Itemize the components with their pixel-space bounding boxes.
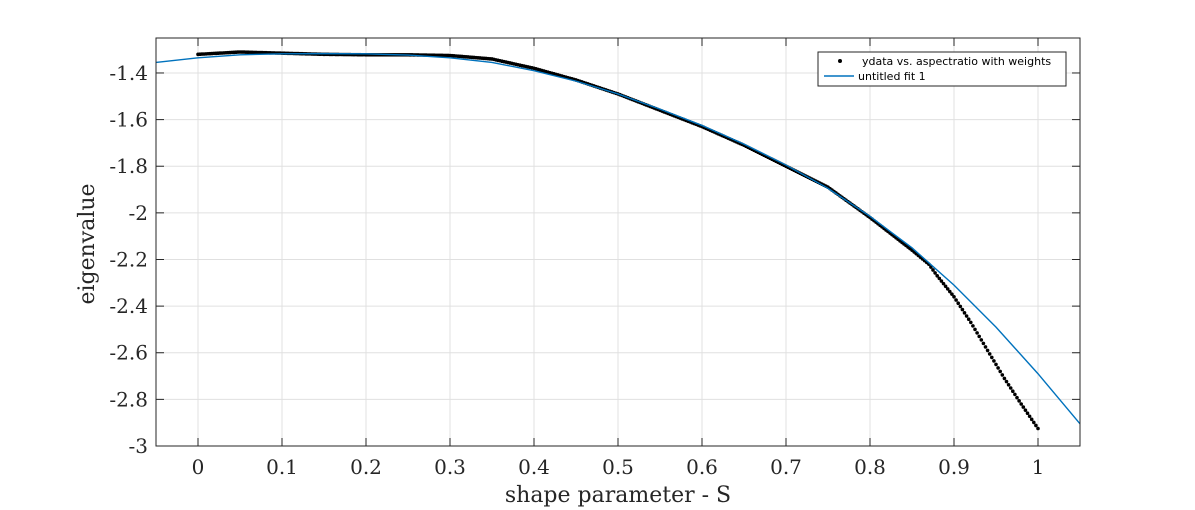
data-point xyxy=(969,320,973,325)
data-point xyxy=(1000,373,1005,377)
data-point xyxy=(966,317,971,322)
legend-entry-ydata: ydata vs. aspectratio with weights xyxy=(862,55,1051,68)
data-point xyxy=(975,331,979,335)
data-point xyxy=(1021,405,1026,409)
ticks xyxy=(156,38,1080,447)
data-point xyxy=(962,311,967,315)
data-point xyxy=(994,362,998,367)
fit-line xyxy=(155,52,1081,425)
y-tick-label: -2 xyxy=(129,201,148,225)
data-point xyxy=(990,355,994,360)
data-point xyxy=(964,314,969,318)
data-point xyxy=(939,279,944,283)
data-point xyxy=(1011,389,1015,394)
x-tick-label: 1 xyxy=(1032,455,1045,479)
x-tick-label: 0.8 xyxy=(854,455,886,479)
data-point xyxy=(933,271,937,275)
data-point xyxy=(1027,414,1032,419)
data-point xyxy=(958,304,963,309)
data-point xyxy=(979,338,984,342)
data-point xyxy=(1015,395,1019,400)
data-point xyxy=(992,359,996,363)
data-point xyxy=(1002,376,1007,381)
data-point xyxy=(1013,392,1017,397)
tick-labels: 0 0.1 0.2 0.3 0.4 0.5 0.6 0.7 0.8 0.9 1 -3 -2.8 -2.6 -… xyxy=(109,61,1044,479)
data-point xyxy=(1004,379,1009,384)
x-tick-label: 0.6 xyxy=(686,455,718,479)
data-point xyxy=(941,281,946,286)
x-tick-label: 0.5 xyxy=(602,455,634,479)
data-point xyxy=(1032,420,1036,425)
data-point xyxy=(971,324,975,328)
data-point xyxy=(1025,411,1030,416)
data-point xyxy=(954,298,958,302)
y-tick-label: -1.6 xyxy=(109,108,148,132)
y-tick-label: -1.8 xyxy=(109,154,148,178)
x-tick-label: 0.7 xyxy=(770,455,802,479)
data-point xyxy=(937,276,942,281)
data-point xyxy=(1023,408,1028,412)
data-point xyxy=(985,348,990,353)
data-point xyxy=(1017,399,1021,403)
data-point xyxy=(960,307,965,312)
y-tick-label: -2.6 xyxy=(109,341,148,365)
data-point xyxy=(1029,417,1034,422)
data-point xyxy=(987,352,992,356)
data-point xyxy=(952,294,956,299)
data-point xyxy=(1036,426,1040,431)
data-point xyxy=(973,327,977,332)
data-point xyxy=(1034,423,1038,428)
x-tick-label: 0.1 xyxy=(266,455,298,479)
x-tick-label: 0.2 xyxy=(350,455,382,479)
y-tick-label: -2.4 xyxy=(109,294,148,318)
legend-entry-fit: untitled fit 1 xyxy=(858,70,926,83)
y-tick-label: -2.8 xyxy=(109,387,148,411)
data-point xyxy=(945,287,950,291)
data-point xyxy=(931,268,935,272)
y-tick-label: -1.4 xyxy=(109,61,148,85)
legend-box xyxy=(817,51,1067,87)
data-point xyxy=(983,345,988,349)
data-point xyxy=(996,366,1000,370)
data-point xyxy=(935,274,939,278)
legend[interactable]: ydata vs. aspectratio with weights untit… xyxy=(817,51,1067,87)
y-tick-label: -3 xyxy=(129,434,148,458)
data-point xyxy=(1019,402,1023,406)
x-tick-label: 0.3 xyxy=(434,455,466,479)
x-tick-label: 0.9 xyxy=(938,455,970,479)
legend-dot xyxy=(838,59,842,63)
x-tick-label: 0.4 xyxy=(518,455,550,479)
series-layer xyxy=(155,50,1081,431)
data-point xyxy=(948,289,952,294)
x-tick-label: 0 xyxy=(192,455,205,479)
data-point xyxy=(1006,383,1011,387)
y-tick-label: -2.2 xyxy=(109,247,148,271)
x-axis-label: shape parameter - S xyxy=(505,483,731,508)
data-point xyxy=(956,301,960,306)
data-point xyxy=(977,334,981,339)
legend-marker-scatter xyxy=(838,59,842,63)
data-point xyxy=(943,284,948,289)
data-point xyxy=(981,341,986,346)
y-axis-label: eigenvalue xyxy=(75,183,100,304)
data-point xyxy=(998,369,1002,374)
data-point xyxy=(950,292,954,296)
data-point xyxy=(1008,386,1013,390)
